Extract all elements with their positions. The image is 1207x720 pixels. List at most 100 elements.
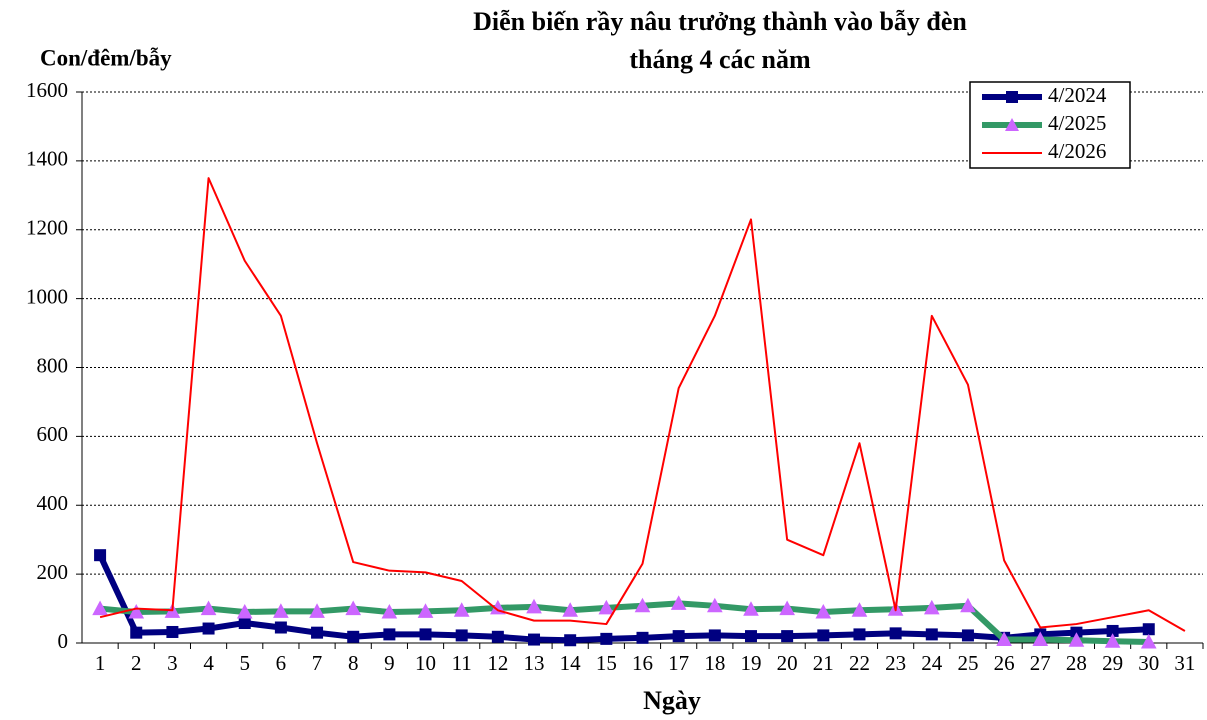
y-tick-label: 800 (37, 353, 69, 377)
marker (273, 603, 289, 618)
y-axis-label: Con/đêm/bẫy (40, 45, 172, 70)
x-tick-label: 30 (1138, 651, 1159, 675)
marker (889, 627, 902, 640)
marker (1106, 624, 1119, 637)
marker (309, 603, 325, 618)
x-tick-label: 29 (1102, 651, 1123, 675)
marker (383, 628, 396, 641)
x-tick-label: 23 (885, 651, 906, 675)
marker (706, 597, 723, 613)
x-tick-label: 26 (994, 651, 1015, 675)
marker (960, 597, 976, 613)
x-tick-label: 24 (921, 651, 943, 675)
marker (1142, 623, 1155, 636)
marker (670, 595, 687, 610)
marker (528, 633, 541, 646)
legend-marker (1005, 118, 1019, 131)
marker (636, 631, 649, 644)
marker (526, 598, 542, 614)
series-line (99, 177, 1186, 632)
marker (345, 600, 362, 616)
x-tick-label: 19 (740, 651, 761, 675)
x-tick-label: 9 (384, 651, 395, 675)
marker (236, 603, 253, 619)
chart-title: tháng 4 các năm (629, 45, 811, 74)
legend-marker (1006, 91, 1018, 103)
x-tick-label: 25 (957, 651, 978, 675)
marker (708, 629, 721, 642)
marker (381, 603, 398, 619)
marker (996, 631, 1012, 647)
x-tick-label: 12 (487, 651, 508, 675)
marker (743, 601, 759, 616)
y-tick-label: 400 (37, 491, 69, 515)
x-tick-label: 28 (1066, 651, 1087, 675)
marker (92, 600, 108, 616)
marker (311, 626, 324, 639)
marker (1032, 631, 1049, 647)
chart-title: Diễn biến rầy nâu trưởng thành vào bẫy đ… (473, 7, 967, 36)
x-tick-label: 2 (131, 651, 142, 675)
marker (744, 630, 757, 643)
marker (202, 622, 215, 635)
marker (238, 617, 251, 630)
marker (853, 628, 866, 641)
legend-label: 4/2024 (1048, 83, 1107, 107)
marker (1068, 632, 1085, 647)
y-tick-label: 1600 (26, 78, 68, 102)
y-tick-label: 1200 (26, 216, 68, 240)
x-tick-label: 22 (849, 651, 870, 675)
x-tick-label: 7 (312, 651, 323, 675)
x-tick-label: 27 (1030, 651, 1051, 675)
marker (200, 600, 217, 616)
x-tick-label: 5 (239, 651, 250, 675)
x-axis-label: Ngày (643, 686, 701, 715)
marker (1104, 633, 1121, 648)
x-tick-label: 14 (560, 651, 582, 675)
legend-label: 4/2026 (1048, 139, 1106, 163)
marker (1140, 633, 1157, 649)
x-tick-label: 10 (415, 651, 436, 675)
marker (923, 599, 940, 615)
x-tick-label: 16 (632, 651, 653, 675)
marker (817, 629, 830, 642)
marker (128, 603, 145, 619)
x-tick-label: 4 (203, 651, 214, 675)
marker (634, 597, 651, 613)
marker (130, 626, 143, 639)
marker (815, 603, 832, 619)
marker (600, 632, 613, 645)
marker (453, 602, 470, 617)
marker (851, 602, 868, 617)
marker (417, 603, 434, 618)
marker (779, 600, 795, 616)
y-tick-label: 600 (37, 422, 69, 446)
x-tick-label: 13 (524, 651, 545, 675)
x-tick-label: 17 (668, 651, 689, 675)
marker (961, 629, 974, 642)
marker (419, 628, 432, 641)
marker (491, 630, 504, 643)
x-tick-label: 11 (452, 651, 472, 675)
marker (781, 630, 794, 643)
y-tick-label: 1000 (26, 284, 68, 308)
marker (672, 630, 685, 643)
x-tick-label: 20 (777, 651, 798, 675)
series-line (97, 553, 1149, 644)
y-tick-label: 200 (37, 560, 69, 584)
marker (925, 628, 938, 641)
x-tick-label: 8 (348, 651, 359, 675)
marker (166, 625, 179, 638)
marker (274, 621, 287, 634)
x-tick-label: 6 (276, 651, 287, 675)
x-tick-label: 18 (704, 651, 725, 675)
x-tick-label: 15 (596, 651, 617, 675)
x-tick-label: 3 (167, 651, 178, 675)
y-tick-label: 0 (58, 629, 69, 653)
marker (94, 549, 107, 562)
marker (455, 629, 468, 642)
marker (564, 634, 577, 647)
x-tick-label: 31 (1174, 651, 1195, 675)
